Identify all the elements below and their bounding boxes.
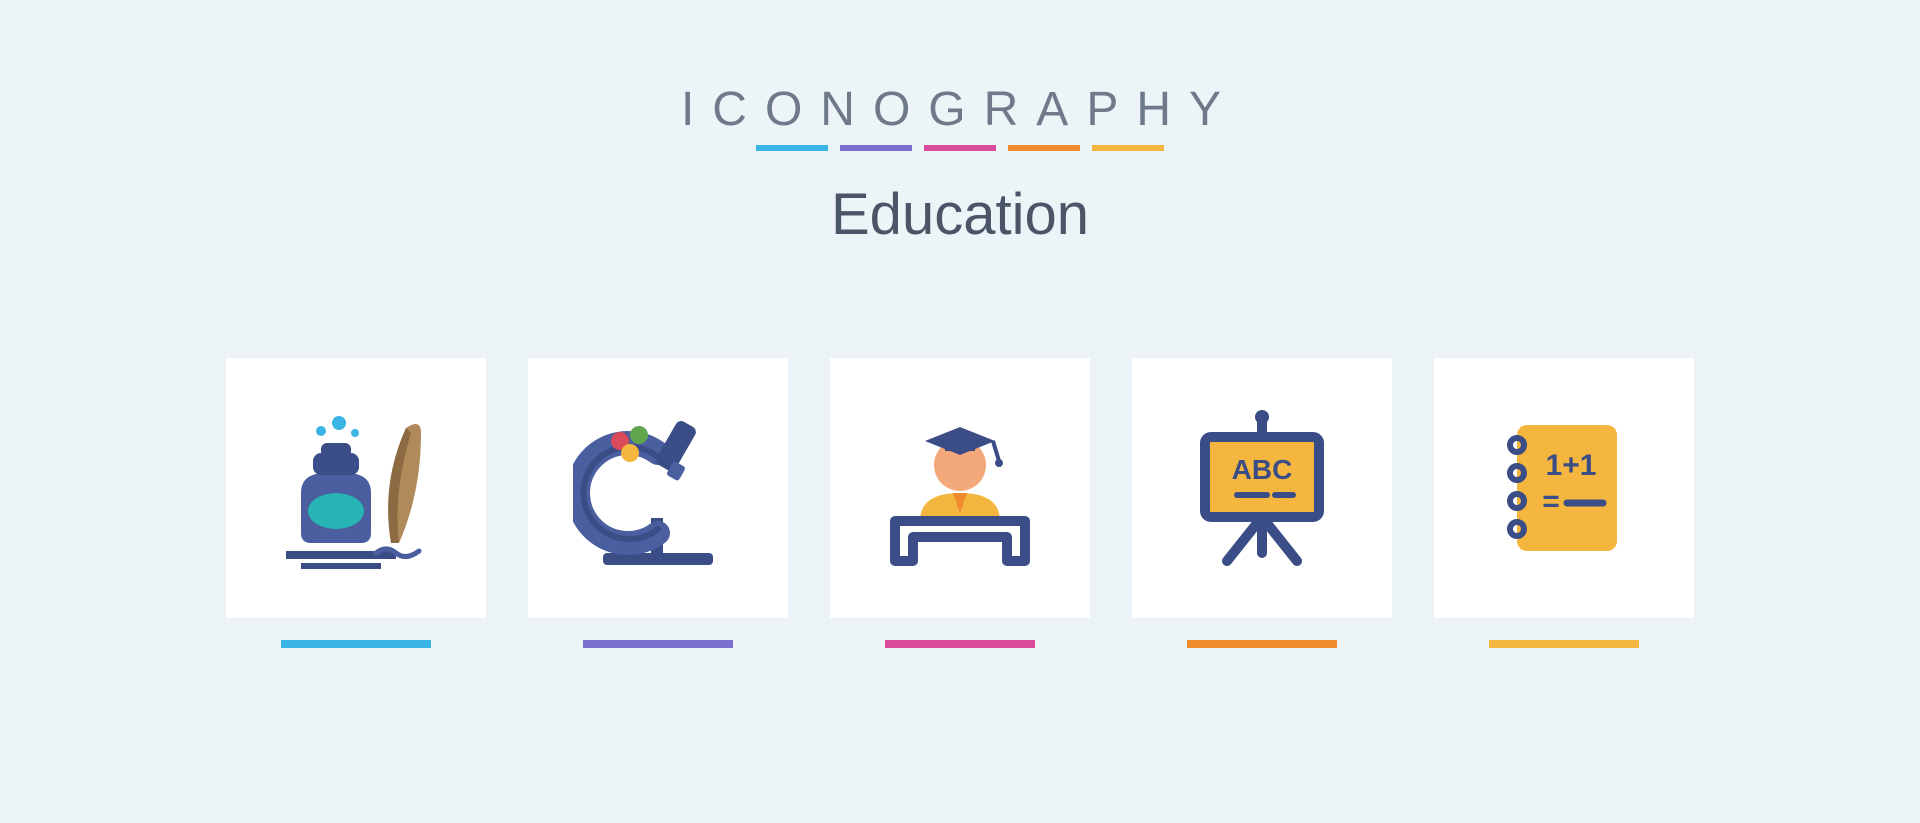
math-notebook-icon: 1+1 = xyxy=(1479,403,1649,573)
card-underline xyxy=(281,640,431,648)
card-graduate-desk xyxy=(830,358,1090,648)
card-underline xyxy=(1489,640,1639,648)
card-ink-feather xyxy=(226,358,486,648)
presentation-board-icon: ABC xyxy=(1177,403,1347,573)
underline-seg-1 xyxy=(756,145,828,151)
math-line1: 1+1 xyxy=(1546,449,1597,482)
card-underline xyxy=(885,640,1035,648)
abc-text: ABC xyxy=(1232,454,1293,485)
header: ICONOGRAPHY Education xyxy=(0,0,1920,248)
card-underline xyxy=(1187,640,1337,648)
card-box xyxy=(830,358,1090,618)
underline-seg-5 xyxy=(1092,145,1164,151)
microscope-icon xyxy=(573,403,743,573)
underline-seg-4 xyxy=(1008,145,1080,151)
ink-feather-icon xyxy=(271,403,441,573)
graduate-desk-icon xyxy=(875,403,1045,573)
math-line2: = xyxy=(1542,485,1560,518)
underline-seg-3 xyxy=(924,145,996,151)
card-box: ABC xyxy=(1132,358,1392,618)
title-underline xyxy=(0,145,1920,151)
page-subtitle: Education xyxy=(0,181,1920,248)
icon-cards-row: ABC 1+1 = xyxy=(0,358,1920,648)
card-box: 1+1 = xyxy=(1434,358,1694,618)
card-microscope xyxy=(528,358,788,648)
underline-seg-2 xyxy=(840,145,912,151)
card-math-notebook: 1+1 = xyxy=(1434,358,1694,648)
page-title: ICONOGRAPHY xyxy=(0,82,1920,137)
card-underline xyxy=(583,640,733,648)
card-presentation-board: ABC xyxy=(1132,358,1392,648)
card-box xyxy=(528,358,788,618)
card-box xyxy=(226,358,486,618)
